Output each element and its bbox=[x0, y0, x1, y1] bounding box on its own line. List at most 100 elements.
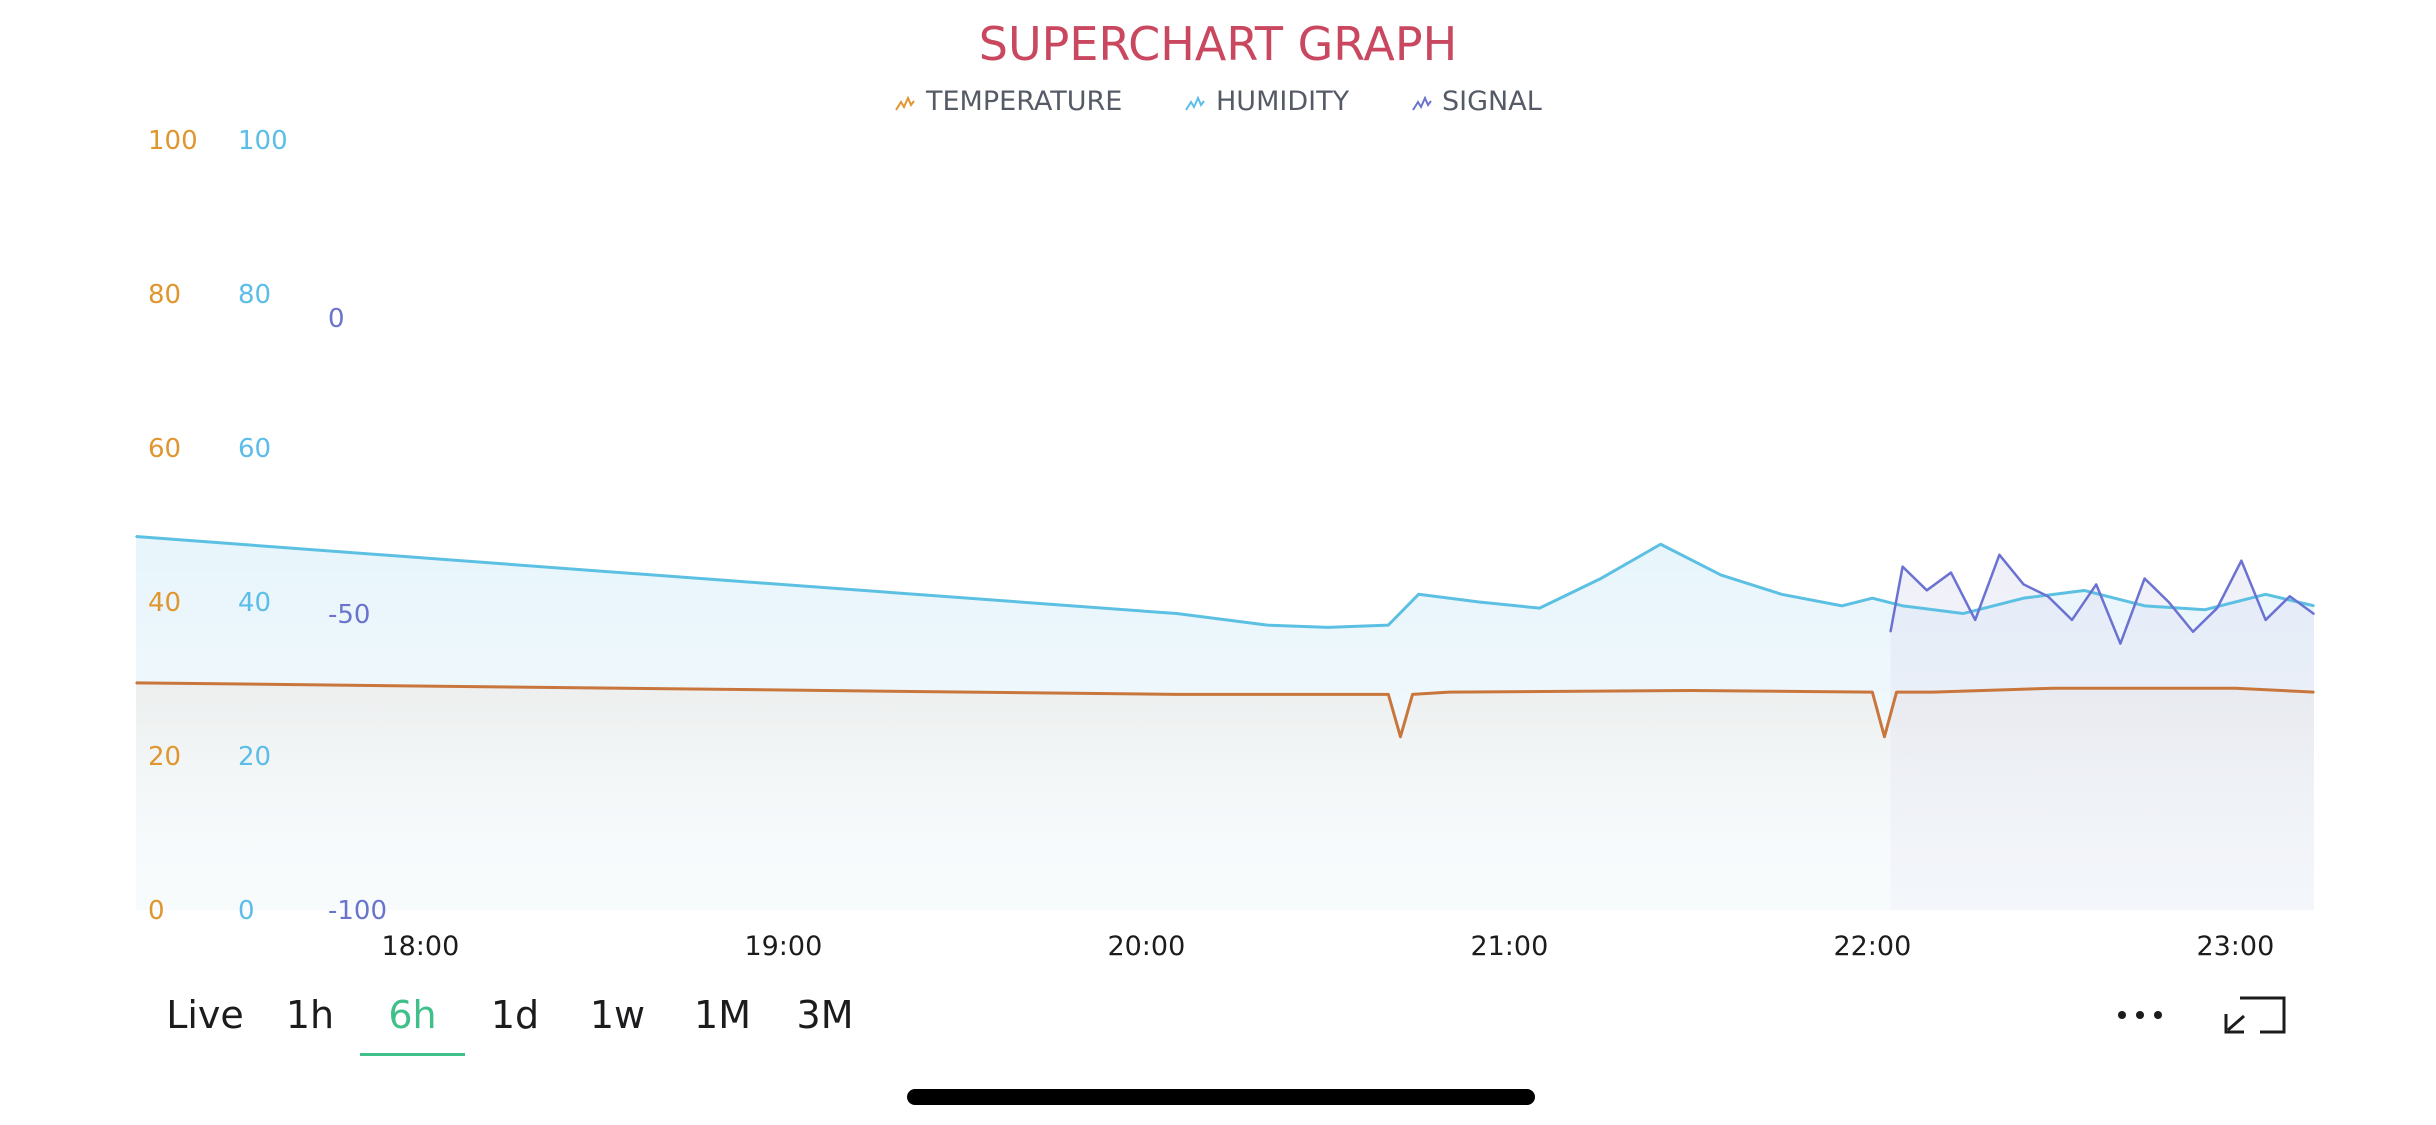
legend-item-temperature[interactable]: TEMPERATURE bbox=[895, 86, 1122, 117]
temperature-data-point bbox=[1399, 735, 1402, 738]
signal-data-point bbox=[2192, 630, 2194, 633]
signal-y-tick: 0 bbox=[328, 304, 345, 334]
period-tab-1h[interactable]: 1h bbox=[285, 993, 335, 1037]
signal-data-point bbox=[2216, 607, 2218, 609]
humidity-data-point bbox=[1901, 605, 1904, 607]
legend-item-humidity[interactable]: HUMIDITY bbox=[1185, 86, 1350, 117]
temperature-y-tick: 100 bbox=[148, 126, 198, 156]
signal-data-point bbox=[1974, 619, 1976, 621]
temperature-data-point bbox=[1895, 691, 1898, 693]
period-tab-1d[interactable]: 1d bbox=[490, 993, 540, 1037]
more-dot bbox=[2118, 1011, 2126, 1019]
signal-data-point bbox=[2240, 559, 2243, 562]
humidity-y-tick: 80 bbox=[238, 280, 271, 310]
legend-label-temperature: TEMPERATURE bbox=[925, 86, 1122, 117]
humidity-series-icon bbox=[1185, 95, 1205, 111]
signal-data-point bbox=[2143, 577, 2146, 580]
legend-item-signal[interactable]: SIGNAL bbox=[1412, 86, 1542, 117]
period-tab-6h[interactable]: 6h bbox=[360, 980, 465, 1056]
temperature-data-point bbox=[2113, 687, 2116, 690]
temperature-y-tick: 40 bbox=[148, 588, 181, 618]
more-dot bbox=[2136, 1011, 2144, 1019]
humidity-data-point bbox=[1417, 593, 1420, 596]
x-tick-label: 23:00 bbox=[2196, 931, 2274, 962]
temperature-data-point bbox=[1883, 735, 1886, 738]
signal-y-tick: -50 bbox=[328, 600, 370, 630]
expand-button[interactable] bbox=[2220, 990, 2290, 1040]
signal-data-point bbox=[2264, 619, 2267, 621]
home-indicator bbox=[907, 1089, 1535, 1105]
expand-icon bbox=[2224, 996, 2286, 1034]
temperature-y-tick: 80 bbox=[148, 280, 181, 310]
temperature-area bbox=[136, 682, 2314, 910]
humidity-data-point bbox=[1659, 543, 1662, 546]
temperature-data-point bbox=[1932, 691, 1934, 693]
humidity-data-point bbox=[1175, 612, 1178, 615]
humidity-data-point bbox=[1266, 624, 1269, 626]
signal-series-icon bbox=[1412, 95, 1432, 111]
humidity-data-point bbox=[2083, 589, 2085, 592]
humidity-data-point bbox=[1478, 601, 1480, 603]
humidity-y-tick: 20 bbox=[238, 742, 271, 772]
temperature-series-icon bbox=[895, 95, 915, 111]
humidity-data-point bbox=[1780, 593, 1783, 596]
humidity-data-point bbox=[1841, 605, 1843, 607]
signal-data-point bbox=[1950, 571, 1952, 574]
period-tab-1w[interactable]: 1w bbox=[589, 993, 646, 1037]
temperature-y-tick: 60 bbox=[148, 434, 181, 464]
temperature-data-point bbox=[135, 682, 137, 684]
humidity-data-point bbox=[1327, 626, 1329, 629]
humidity-data-point bbox=[601, 570, 603, 572]
humidity-data-point bbox=[1871, 597, 1874, 599]
humidity-y-tick: 40 bbox=[238, 588, 271, 618]
temperature-y-tick: 0 bbox=[148, 896, 165, 926]
humidity-data-point bbox=[1387, 624, 1390, 626]
temperature-data-point bbox=[2313, 691, 2315, 693]
humidity-data-point bbox=[2313, 605, 2315, 607]
signal-data-point bbox=[1998, 554, 2001, 556]
signal-data-point bbox=[2022, 583, 2025, 586]
signal-data-point bbox=[1901, 565, 1904, 568]
humidity-y-tick: 60 bbox=[238, 434, 271, 464]
chart-legend: TEMPERATURE HUMIDITY SIGNAL bbox=[895, 86, 1542, 117]
x-tick-label: 18:00 bbox=[381, 931, 459, 962]
temperature-data-point bbox=[2053, 687, 2055, 690]
x-tick-label: 20:00 bbox=[1107, 931, 1185, 962]
humidity-data-point bbox=[135, 535, 137, 538]
signal-area bbox=[1890, 554, 2314, 910]
signal-data-point bbox=[2071, 619, 2073, 621]
more-options-button[interactable] bbox=[2100, 990, 2180, 1040]
legend-label-signal: SIGNAL bbox=[1442, 86, 1542, 117]
humidity-data-point bbox=[2264, 593, 2267, 596]
signal-data-point bbox=[1889, 630, 1892, 633]
signal-data-point bbox=[2095, 583, 2097, 586]
period-selector: Live 1h 6h 1d 1w 1M 3M bbox=[150, 980, 875, 1056]
temperature-data-point bbox=[1411, 693, 1414, 696]
temperature-data-point bbox=[1387, 693, 1390, 696]
humidity-data-point bbox=[2143, 605, 2146, 607]
period-tab-live[interactable]: Live bbox=[166, 993, 244, 1037]
period-tab-1m[interactable]: 1M bbox=[694, 993, 751, 1037]
humidity-data-point bbox=[1538, 607, 1541, 609]
x-tick-label: 22:00 bbox=[1833, 931, 1911, 962]
temperature-data-point bbox=[1448, 691, 1450, 693]
signal-data-point bbox=[2119, 642, 2122, 645]
humidity-data-point bbox=[2204, 608, 2206, 611]
humidity-y-tick: 100 bbox=[238, 126, 288, 156]
temperature-y-tick: 20 bbox=[148, 742, 181, 772]
more-dot bbox=[2154, 1011, 2162, 1019]
chart-title: SUPERCHART GRAPH bbox=[979, 17, 1457, 71]
signal-data-point bbox=[2168, 601, 2170, 603]
period-tab-3m[interactable]: 3M bbox=[796, 993, 854, 1037]
temperature-data-point bbox=[1871, 691, 1874, 693]
humidity-data-point bbox=[2022, 597, 2025, 599]
legend-label-humidity: HUMIDITY bbox=[1216, 86, 1350, 117]
humidity-data-point bbox=[1720, 574, 1722, 576]
humidity-y-tick: 0 bbox=[238, 896, 255, 926]
humidity-data-point bbox=[1599, 578, 1601, 580]
humidity-data-point bbox=[1962, 612, 1964, 615]
temperature-data-point bbox=[1175, 693, 1178, 696]
signal-data-point bbox=[2313, 613, 2315, 615]
signal-data-point bbox=[2289, 595, 2291, 598]
